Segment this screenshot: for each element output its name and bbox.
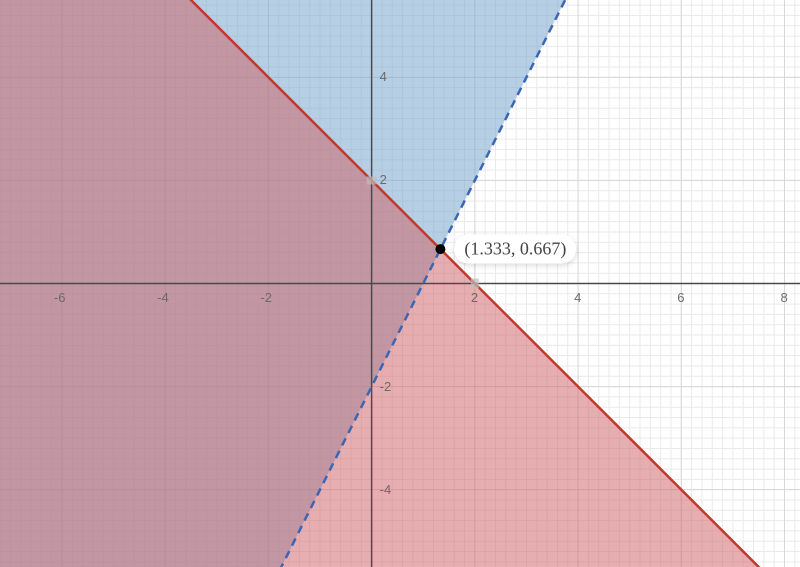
x-tick-label: -6: [54, 290, 66, 305]
x-tick-label: -4: [157, 290, 169, 305]
y-tick-label: 2: [380, 172, 387, 187]
point-label: (1.333, 0.667): [454, 235, 576, 264]
x-tick-label: 8: [781, 290, 788, 305]
y-tick-label: -4: [380, 482, 392, 497]
intersection-point[interactable]: [435, 244, 445, 254]
x-tick-label: 2: [471, 290, 478, 305]
x-tick-label: 6: [677, 290, 684, 305]
y-tick-label: -2: [380, 379, 392, 394]
plot-svg: [0, 0, 800, 567]
y-tick-label: 4: [380, 69, 387, 84]
x-tick-label: 4: [574, 290, 581, 305]
x-tick-label: -2: [260, 290, 272, 305]
inequality-plot[interactable]: -6 -4 -2 2 4 6 8 -4 -2 2 4 (1.333, 0.667): [0, 0, 800, 567]
